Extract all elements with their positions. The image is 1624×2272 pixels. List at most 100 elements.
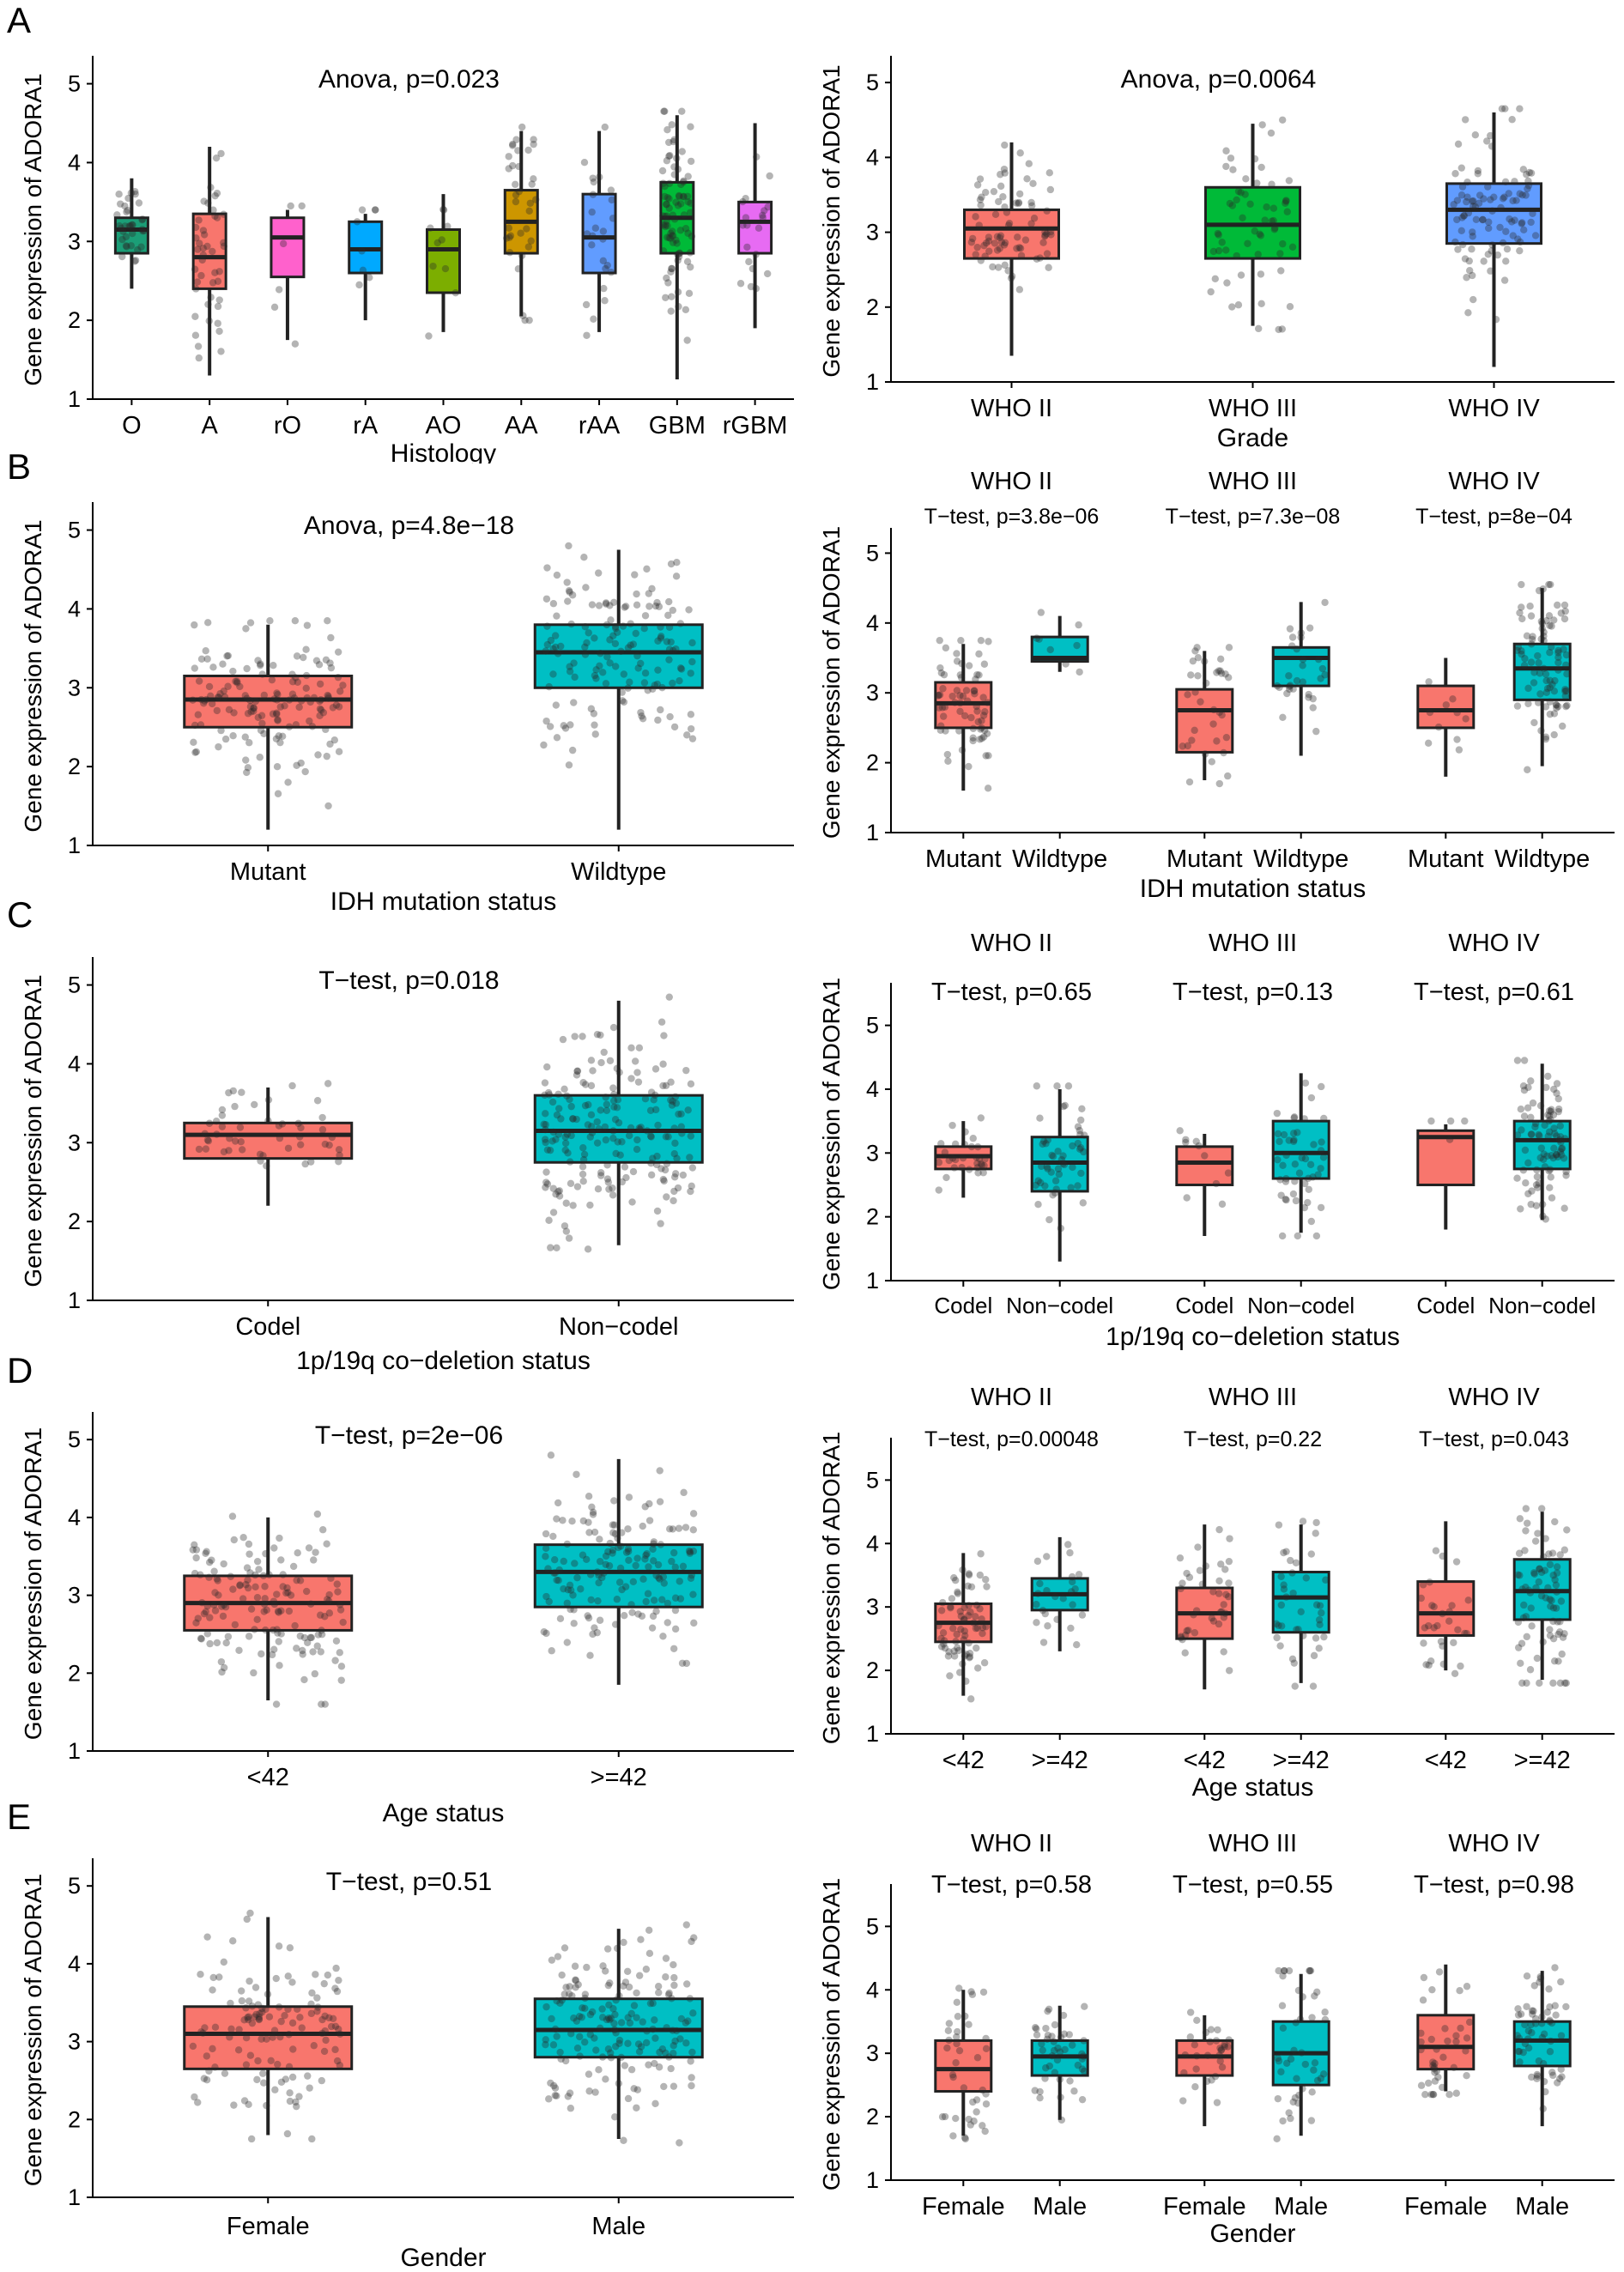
data-point (194, 711, 202, 718)
data-point (1225, 1667, 1233, 1675)
data-point (273, 696, 282, 704)
data-point (655, 603, 664, 610)
box-body (1416, 1129, 1476, 1186)
data-point (211, 2063, 219, 2071)
data-point (644, 1590, 652, 1597)
y-tick-label: 3 (866, 2040, 879, 2066)
box-3 (1271, 1073, 1330, 1240)
data-point (122, 233, 130, 241)
data-point (308, 723, 317, 730)
data-point (242, 756, 250, 764)
data-point (215, 268, 223, 276)
data-point (1202, 2028, 1210, 2037)
data-point (509, 140, 517, 148)
data-point (1273, 1109, 1282, 1118)
data-point (654, 1982, 663, 1990)
data-point (1039, 1606, 1047, 1615)
data-point (306, 717, 313, 725)
data-point (651, 2099, 659, 2108)
data-point (1463, 197, 1470, 206)
data-point (274, 1629, 282, 1637)
stat-annotation: T−test, p=2e−06 (315, 1421, 503, 1450)
data-point (207, 692, 215, 700)
data-point (579, 1033, 586, 1040)
data-point (238, 1088, 245, 1096)
data-point (1067, 1588, 1076, 1596)
data-point (593, 1118, 601, 1126)
data-point (306, 1600, 315, 1608)
data-point (319, 709, 328, 717)
data-point (651, 2059, 658, 2068)
data-point (1225, 644, 1233, 651)
data-point (605, 1185, 613, 1193)
data-point (639, 1522, 646, 1530)
data-point (1036, 2087, 1044, 2096)
data-point (973, 707, 981, 715)
data-point (1311, 1992, 1318, 2000)
data-point (1194, 654, 1203, 662)
data-point (245, 2013, 252, 2021)
data-point (663, 274, 670, 282)
data-point (549, 645, 557, 653)
data-point (296, 1133, 304, 1141)
data-point (1554, 1107, 1562, 1116)
data-point (1546, 1632, 1554, 1639)
data-point (676, 664, 685, 672)
data-point (688, 2074, 695, 2081)
data-point (766, 172, 773, 180)
data-point (979, 2086, 986, 2094)
data-point (649, 2025, 657, 2033)
box-4 (1416, 657, 1476, 777)
data-point (272, 1974, 280, 1983)
x-tick-label: rAA (579, 412, 621, 439)
data-point (976, 1605, 984, 1613)
data-point (1299, 678, 1306, 686)
data-point (1321, 598, 1329, 607)
data-point (598, 2005, 606, 2013)
data-point (246, 696, 254, 705)
data-point (1271, 224, 1279, 232)
data-point (1275, 1521, 1283, 1529)
data-point (1317, 1147, 1325, 1154)
data-point (299, 1651, 306, 1658)
data-point (1551, 676, 1559, 685)
data-point (1042, 2024, 1050, 2033)
data-point (676, 250, 683, 257)
data-point (245, 2015, 252, 2024)
y-tick-label: 5 (866, 1913, 879, 1939)
data-point (1538, 625, 1546, 633)
data-point (973, 2108, 980, 2116)
data-point (302, 684, 310, 692)
data-point (220, 1148, 228, 1156)
data-point (621, 603, 628, 611)
data-point (247, 2135, 256, 2143)
data-point (645, 1563, 652, 1571)
data-point (306, 1633, 314, 1642)
y-tick-label: 5 (866, 70, 879, 95)
data-point (1524, 185, 1531, 193)
data-point (1215, 231, 1222, 239)
data-point (1472, 215, 1481, 223)
data-point (302, 671, 311, 680)
data-point (554, 1499, 562, 1507)
data-point (243, 768, 251, 777)
data-point (970, 687, 979, 694)
data-point (1476, 191, 1484, 199)
data-point (644, 687, 651, 694)
data-point (689, 1548, 698, 1555)
data-point (326, 659, 334, 667)
data-point (991, 239, 999, 247)
data-point (570, 699, 578, 706)
data-point (1270, 226, 1279, 233)
data-point (663, 217, 670, 225)
data-point (665, 1525, 674, 1533)
y-tick-label: 3 (68, 675, 81, 700)
data-point (1429, 2058, 1437, 2066)
data-point (332, 1964, 340, 1972)
data-point (1445, 1608, 1453, 1615)
data-point (439, 205, 447, 214)
box-0 (183, 1080, 354, 1206)
data-point (960, 1616, 968, 1624)
data-point (754, 224, 763, 232)
data-point (274, 1608, 282, 1615)
